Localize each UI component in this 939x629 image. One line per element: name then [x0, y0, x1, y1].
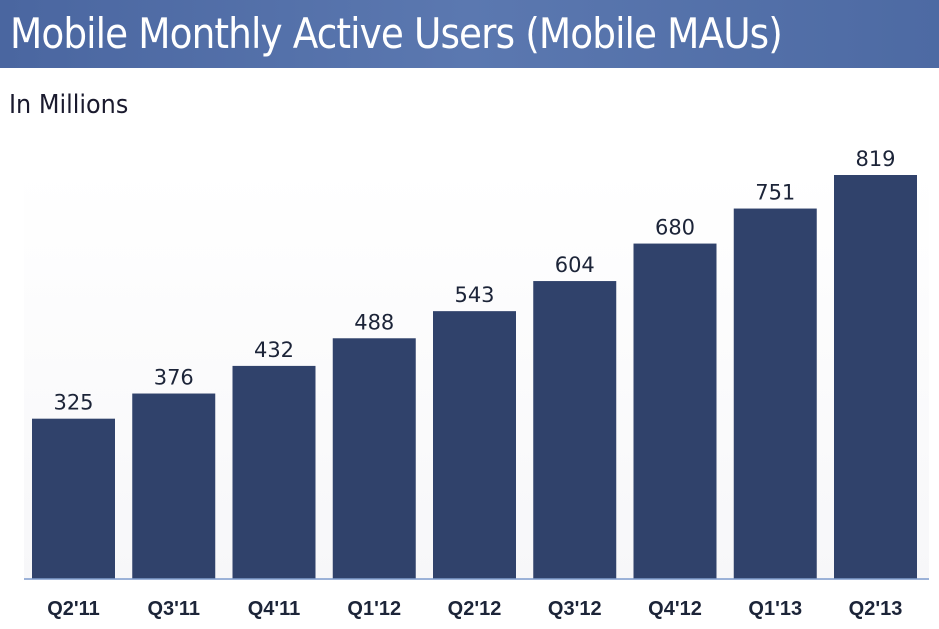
category-label: Q2'13 — [849, 598, 903, 620]
bar-Q2'12 — [433, 311, 516, 579]
bar-Q3'11 — [132, 393, 216, 579]
title-banner: Mobile Monthly Active Users (Mobile MAUs… — [0, 0, 939, 68]
category-label: Q4'12 — [648, 598, 702, 620]
data-label: 325 — [53, 391, 93, 415]
bar-Q2'11 — [32, 418, 115, 579]
category-label: Q1'13 — [748, 598, 802, 620]
bar-Q4'11 — [232, 365, 316, 579]
data-label: 488 — [354, 310, 394, 334]
data-label: 819 — [855, 147, 895, 171]
category-label: Q1'12 — [347, 598, 401, 620]
bar-Q4'12 — [633, 243, 717, 580]
chart-title: Mobile Monthly Active Users (Mobile MAUs… — [10, 9, 783, 58]
data-label: 432 — [254, 338, 294, 362]
bar-Q1'12 — [332, 338, 416, 579]
data-labels-group: 325 376 432 488 543 604 680 751 819 — [53, 147, 895, 415]
category-label: Q2'11 — [47, 598, 100, 620]
category-label: Q2'12 — [448, 598, 502, 620]
bar-Q1'13 — [733, 208, 817, 580]
data-label: 543 — [454, 283, 494, 307]
category-label: Q3'12 — [548, 598, 602, 620]
bar-Q3'12 — [533, 281, 617, 579]
bars-group — [32, 175, 917, 580]
data-label: 604 — [555, 253, 595, 277]
category-labels-group: Q2'11 Q3'11 Q4'11 Q1'12 Q2'12 Q3'12 Q4'12 Q1'13… — [47, 598, 902, 620]
data-label: 680 — [655, 216, 695, 240]
chart-subtitle: In Millions — [9, 90, 129, 120]
data-label: 376 — [154, 366, 194, 390]
category-label: Q4'11 — [248, 598, 301, 620]
bar-Q2'13 — [834, 175, 917, 579]
category-label: Q3'11 — [147, 598, 200, 620]
data-label: 751 — [755, 181, 795, 205]
